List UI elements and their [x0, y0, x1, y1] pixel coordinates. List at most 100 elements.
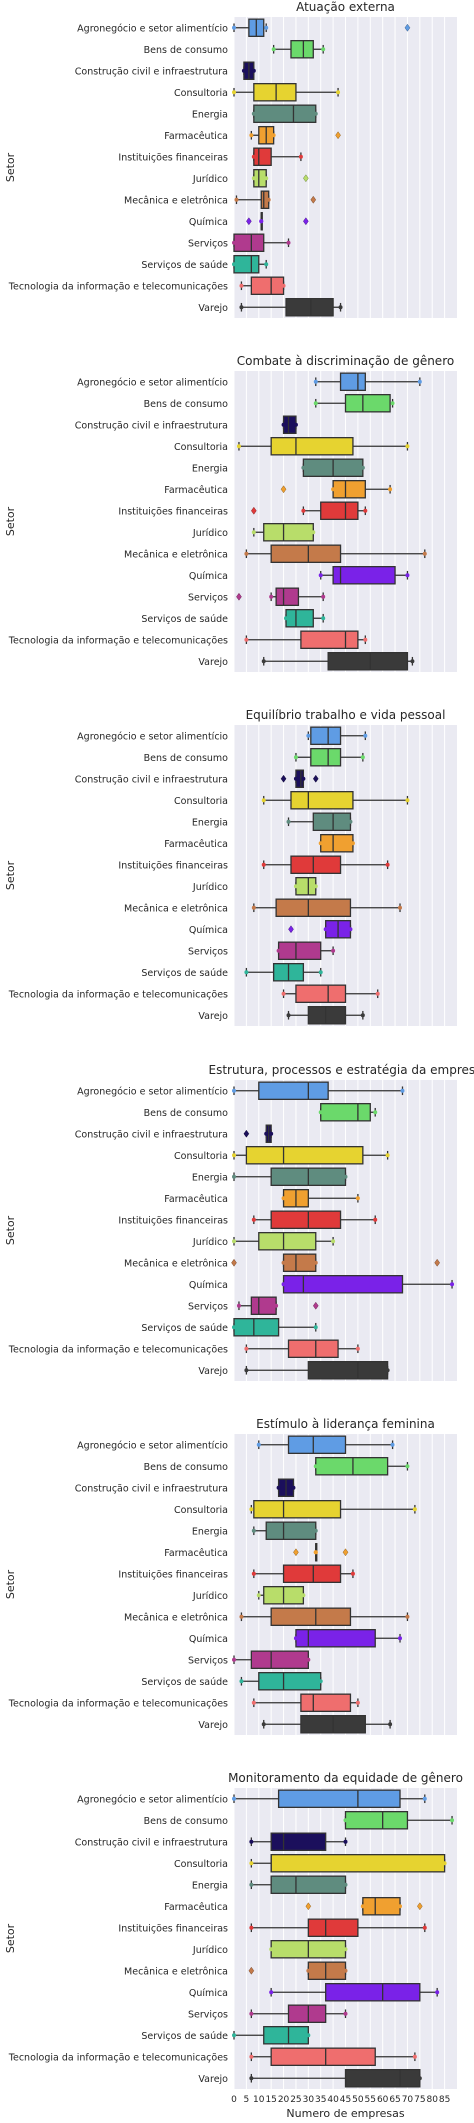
data-point — [343, 1968, 348, 1973]
data-point — [412, 2054, 417, 2059]
box-iqr — [300, 630, 359, 650]
box — [318, 834, 355, 853]
box-iqr — [265, 1521, 317, 1541]
data-point — [405, 1614, 410, 1619]
data-point — [293, 776, 298, 781]
data-point — [293, 422, 298, 427]
box — [236, 587, 326, 607]
box — [313, 372, 422, 391]
box — [249, 2068, 422, 2088]
data-point — [321, 616, 326, 621]
box — [234, 190, 317, 209]
box-iqr — [258, 1232, 317, 1251]
box — [293, 1543, 349, 1562]
y-axis-label: Setor — [4, 1569, 17, 1599]
data-point — [398, 1636, 403, 1641]
data-point — [348, 819, 353, 824]
box — [269, 1983, 440, 2002]
category-tick-label: Construção civil e infraestrutura — [75, 1837, 228, 1848]
outlier-point — [243, 1129, 250, 1138]
box — [236, 436, 410, 456]
data-point — [313, 884, 318, 889]
outlier-point — [310, 195, 317, 204]
box-iqr — [233, 233, 265, 252]
y-axis-label: Setor — [4, 506, 17, 536]
data-point — [318, 573, 323, 578]
panel-title: Atuação externa — [296, 0, 395, 14]
box-iqr — [258, 1672, 322, 1691]
category-tick-label: Serviços — [188, 946, 228, 957]
category-tick-label: Química — [189, 571, 228, 582]
box — [281, 984, 380, 1004]
category-tick-label: Mecânica e eletrônica — [124, 1258, 228, 1269]
data-point — [232, 90, 236, 95]
box — [246, 211, 309, 231]
category-tick-label: Farmacêutica — [164, 1194, 228, 1205]
box — [232, 83, 341, 102]
box — [281, 415, 298, 434]
data-point — [251, 905, 256, 910]
category-tick-label: Serviços — [188, 2009, 228, 2020]
box-iqr — [270, 1607, 352, 1627]
box-iqr — [320, 834, 354, 853]
data-point — [249, 1882, 254, 1887]
box — [244, 963, 323, 982]
data-point — [313, 1260, 318, 1265]
data-point — [321, 47, 326, 52]
boxplot-panel: Estrutura, processos e estratégia da emp… — [4, 1063, 474, 1381]
x-tick-label: 55 — [365, 2095, 376, 2105]
data-point — [251, 1528, 256, 1533]
box-iqr — [307, 1006, 347, 1025]
box — [281, 1189, 360, 1208]
box-iqr — [270, 1832, 327, 1852]
category-tick-label: Instituições financeiras — [118, 152, 228, 163]
box-iqr — [270, 1854, 446, 1873]
box-iqr — [270, 436, 354, 456]
data-point — [293, 1636, 298, 1641]
data-point — [249, 1507, 254, 1512]
x-tick-label: 80 — [426, 2095, 438, 2105]
box-iqr — [325, 1983, 421, 2002]
data-point — [269, 1990, 274, 1995]
outlier-point — [231, 1258, 237, 1267]
data-point — [405, 444, 410, 449]
data-point — [244, 637, 249, 642]
box-iqr — [287, 1339, 339, 1359]
box — [286, 812, 353, 832]
outlier-point — [312, 1301, 319, 1310]
box — [249, 1854, 447, 1873]
data-point — [256, 1442, 261, 1447]
data-point — [313, 401, 318, 406]
data-point — [417, 2076, 422, 2081]
category-tick-label: Varejo — [198, 1720, 228, 1731]
data-point — [313, 1464, 318, 1469]
boxplot-panel: Monitoramento da equidade de gênero Setor… — [4, 1771, 463, 2120]
box-iqr — [263, 2026, 309, 2045]
data-point — [264, 25, 269, 30]
outlier-point — [280, 485, 287, 494]
x-tick-label: 50 — [352, 2095, 364, 2105]
box — [232, 1318, 318, 1337]
data-point — [360, 465, 365, 470]
category-tick-label: Consultoria — [174, 796, 228, 807]
data-point — [405, 798, 410, 803]
data-point — [244, 970, 249, 975]
data-point — [375, 991, 380, 996]
outlier-point — [246, 217, 252, 226]
data-point — [306, 1657, 311, 1662]
data-point — [251, 111, 256, 116]
box — [251, 501, 368, 520]
box-iqr — [287, 1435, 347, 1455]
data-point — [412, 1507, 417, 1512]
outlier-point — [404, 23, 411, 32]
data-point — [261, 798, 266, 803]
box-iqr — [282, 1253, 317, 1273]
category-tick-label: Construção civil e infraestrutura — [75, 66, 228, 77]
box — [249, 1500, 417, 1519]
box — [232, 1789, 427, 1809]
box — [256, 1435, 395, 1455]
y-axis-label: Setor — [4, 152, 17, 182]
data-point — [249, 1925, 254, 1930]
data-point — [236, 1303, 241, 1308]
data-point — [422, 1796, 427, 1801]
